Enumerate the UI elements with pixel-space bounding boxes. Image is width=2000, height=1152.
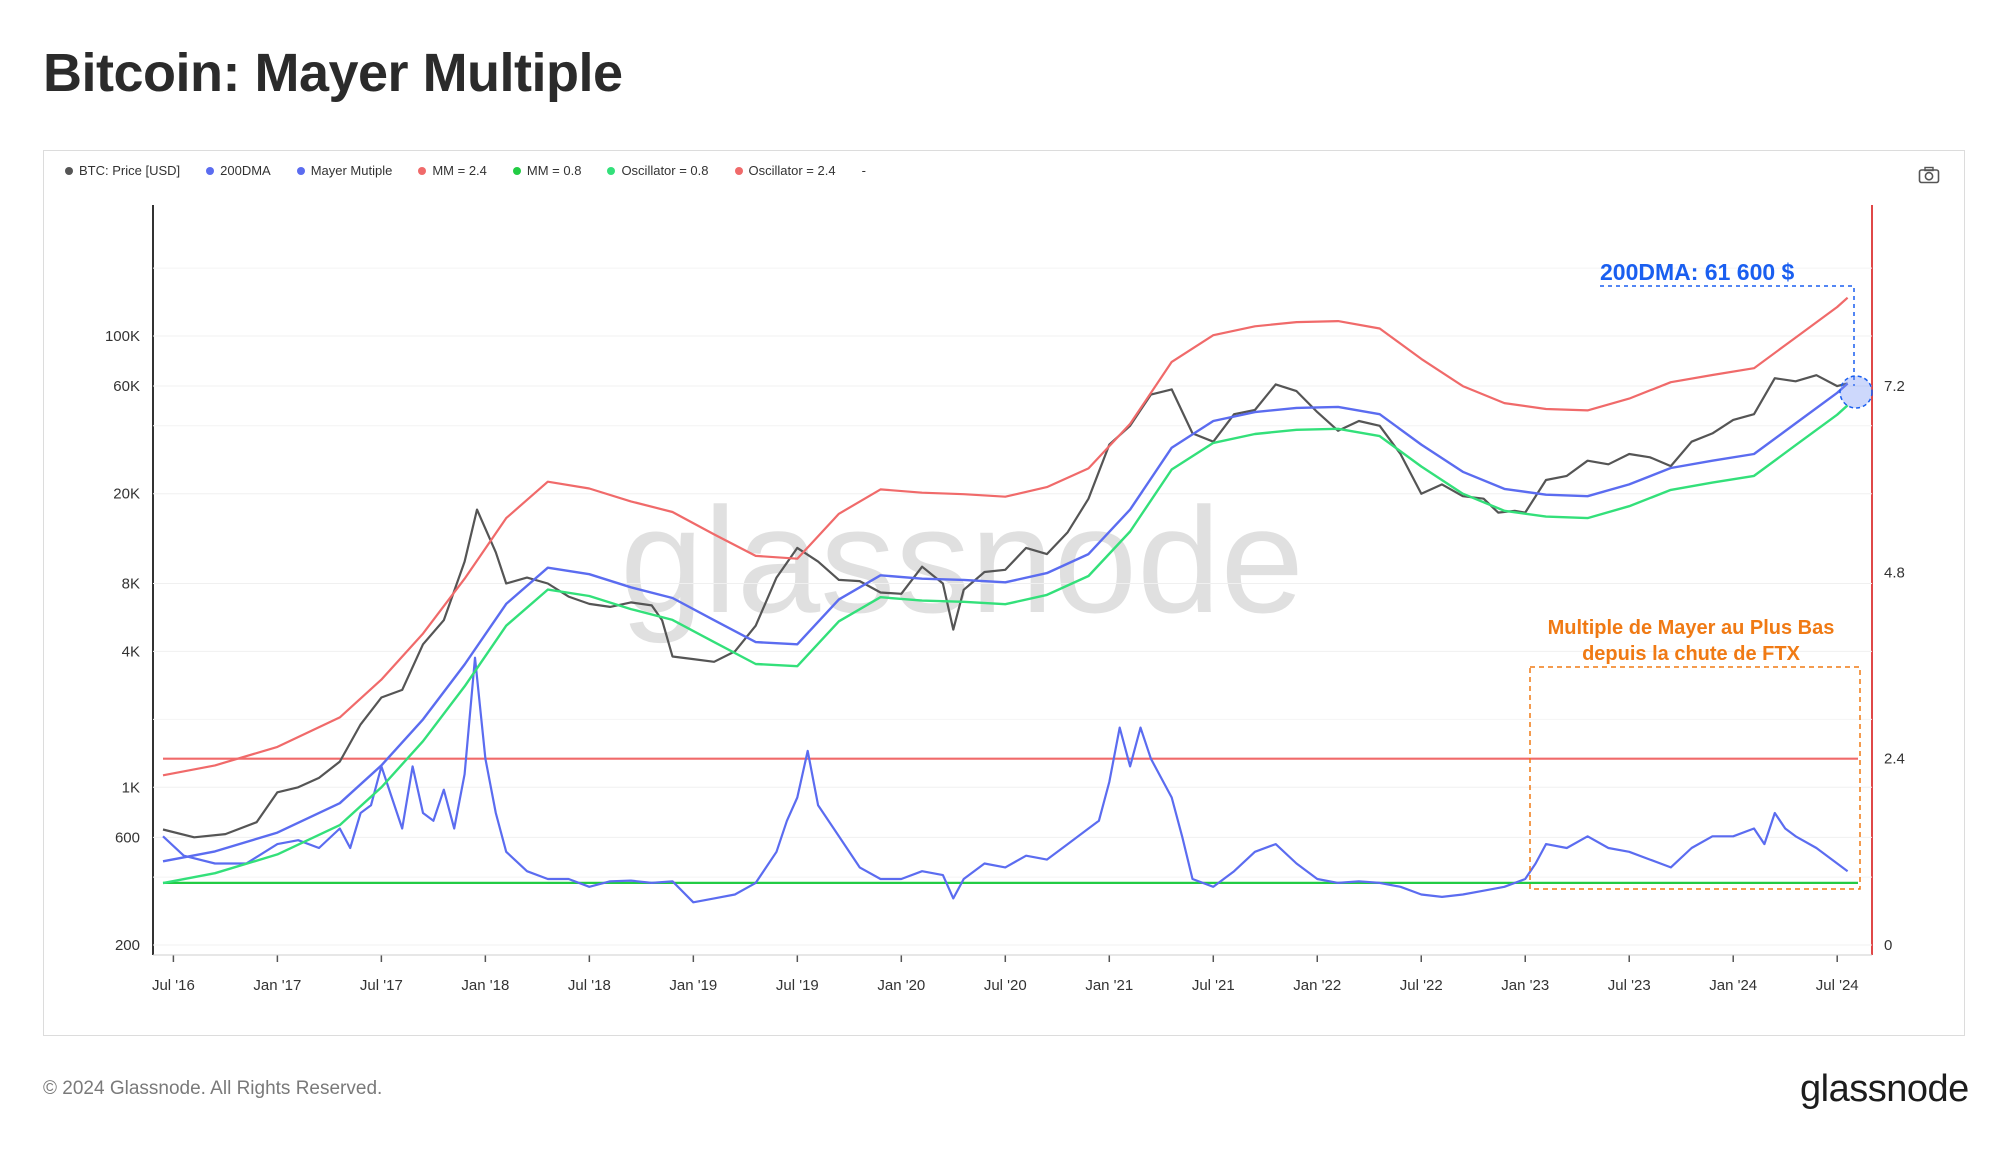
series-line-mm-0-8 — [162, 404, 1849, 885]
legend-label: - — [861, 163, 866, 178]
legend-dot — [206, 166, 215, 175]
x-tick-label: Jul '16 — [152, 977, 195, 994]
x-tick-label: Jul '21 — [1192, 977, 1235, 994]
legend-item-osc-0-8[interactable]: Oscillator = 0.8 — [607, 163, 709, 178]
x-tick-label: Jul '20 — [984, 977, 1027, 994]
y-left-tick-label: 4K — [122, 643, 140, 660]
x-ticks: Jul '16 Jan '17 Jul '17 Jan '18 Jul '18 Jan '… — [152, 954, 1872, 994]
x-tick-label: Jul '18 — [568, 977, 611, 994]
y-right-tick-label: 4.8 — [1884, 564, 1905, 581]
dma-annotation-bracket — [1600, 285, 1855, 386]
legend-item-extra[interactable]: - — [862, 163, 866, 178]
y-left-tick-label: 1K — [122, 779, 140, 796]
x-tick-label: Jan '19 — [669, 977, 717, 994]
ftx-annotation-line2: depuis la chute de FTX — [1582, 643, 1800, 665]
y-left-tick-label: 200 — [115, 937, 140, 954]
x-tick-label: Jan '18 — [461, 977, 509, 994]
x-tick-label: Jan '21 — [1085, 977, 1133, 994]
legend-dot — [734, 166, 743, 175]
legend-label: MM = 2.4 — [432, 163, 487, 178]
x-tick-label: Jul '22 — [1400, 977, 1443, 994]
legend-label: 200DMA — [220, 163, 271, 178]
page-title: Bitcoin: Mayer Multiple — [43, 43, 623, 103]
y-right-tick-label: 0 — [1884, 937, 1892, 954]
y-left-tick-label: 20K — [113, 486, 140, 503]
chart-legend: BTC: Price [USD] 200DMA Mayer Mutiple MM… — [65, 163, 892, 178]
y-left-tick-label: 600 — [115, 829, 140, 846]
legend-item-mm-2-4[interactable]: MM = 2.4 — [418, 163, 487, 178]
camera-icon[interactable] — [1918, 166, 1940, 184]
legend-dot — [65, 166, 73, 175]
dma-annotation-marker — [1839, 375, 1873, 409]
y-left-tick-label: 8K — [122, 576, 140, 593]
legend-item-price[interactable]: BTC: Price [USD] — [65, 163, 180, 178]
y-left-ticks: 200 600 1K 4K 8K 20K 60K 100K — [105, 328, 140, 954]
legend-label: Oscillator = 0.8 — [621, 163, 709, 178]
legend-dot — [512, 166, 521, 175]
dma-annotation-label: 200DMA: 61 600 $ — [1600, 259, 1795, 285]
y-right-tick-label: 7.2 — [1884, 378, 1905, 395]
x-tick-label: Jan '24 — [1709, 977, 1757, 994]
x-tick-label: Jul '24 — [1816, 977, 1859, 994]
legend-label: Mayer Mutiple — [310, 163, 393, 178]
series-line-mm-2-4 — [162, 296, 1849, 777]
y-left-tick-label: 60K — [113, 378, 140, 395]
x-tick-label: Jan '20 — [877, 977, 925, 994]
x-tick-label: Jan '17 — [253, 977, 301, 994]
watermark: glassnode — [620, 476, 1304, 644]
y-right-tick-label: 2.4 — [1884, 751, 1905, 768]
brand-logo: glassnode — [1800, 1068, 1969, 1110]
legend-item-mm-0-8[interactable]: MM = 0.8 — [512, 163, 582, 178]
y-right-ticks: 0 2.4 4.8 7.2 — [1884, 378, 1905, 954]
y-left-tick-label: 100K — [105, 328, 140, 345]
legend-dot — [607, 166, 616, 175]
series-lines — [162, 296, 1858, 904]
series-line-btc-price-usd — [162, 374, 1848, 839]
legend-item-osc-2-4[interactable]: Oscillator = 2.4 — [734, 163, 836, 178]
ftx-annotation-box — [1529, 666, 1861, 890]
series-line-200dma — [162, 382, 1849, 863]
copyright: © 2024 Glassnode. All Rights Reserved. — [43, 1078, 383, 1099]
ftx-annotation-line1: Multiple de Mayer au Plus Bas — [1548, 617, 1835, 639]
x-tick-label: Jan '22 — [1293, 977, 1341, 994]
series-line-mayer-mutiple — [162, 656, 1849, 904]
legend-label: BTC: Price [USD] — [79, 163, 181, 178]
x-tick-label: Jul '17 — [360, 977, 403, 994]
legend-dot — [418, 166, 427, 175]
x-tick-label: Jan '23 — [1501, 977, 1549, 994]
legend-dot — [296, 166, 305, 175]
legend-label: MM = 0.8 — [526, 163, 582, 178]
x-tick-label: Jul '23 — [1608, 977, 1651, 994]
legend-item-200dma[interactable]: 200DMA — [206, 163, 271, 178]
legend-label: Oscillator = 2.4 — [748, 163, 836, 178]
x-tick-label: Jul '19 — [776, 977, 819, 994]
legend-item-mayer[interactable]: Mayer Mutiple — [296, 163, 393, 178]
